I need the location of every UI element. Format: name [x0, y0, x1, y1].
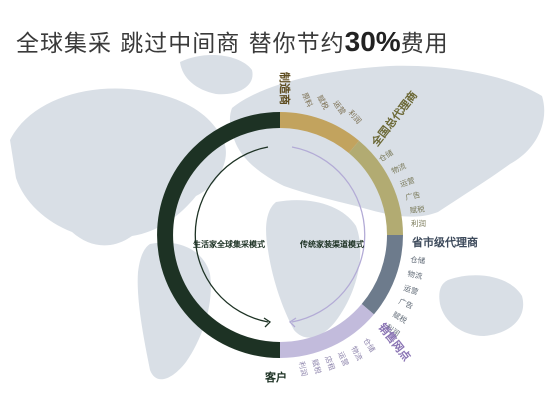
city-agent-label: 省市级代理商 — [411, 235, 478, 249]
cost-item: 利润 — [411, 218, 426, 228]
direct-ring-global-procurement — [157, 112, 281, 358]
cost-item: 物流 — [407, 268, 424, 281]
cost-item: 广告 — [397, 296, 415, 311]
customer-label: 客户 — [264, 370, 287, 384]
world-map-background — [10, 55, 545, 380]
cost-item: 运营 — [402, 282, 420, 296]
cost-ring-retail — [279, 303, 374, 358]
cost-item: 赋税 — [310, 358, 324, 376]
cost-item: 赋税 — [409, 203, 425, 215]
cost-item: 物流 — [349, 344, 365, 362]
left-flow-arrow — [194, 146, 269, 323]
cost-ring-national-agent — [348, 140, 403, 236]
headline: 全球集采 跳过中间商 替你节约30%费用 — [16, 24, 449, 58]
cost-ring-manufacturer — [279, 112, 360, 154]
savings-percent: 30% — [344, 26, 401, 57]
left-mode-label: 生活家全球集采模式 — [193, 239, 265, 249]
cost-item: 运营 — [336, 350, 351, 368]
cost-item: 仓储 — [361, 336, 378, 354]
cost-item: 仓储 — [410, 254, 426, 266]
left-arrowhead — [263, 317, 272, 328]
cost-item: 利润 — [297, 360, 310, 377]
headline-text: 全球集采 跳过中间商 替你节约 — [16, 31, 345, 57]
cost-item: 运营 — [399, 175, 417, 189]
cost-item: 广告 — [404, 189, 421, 202]
right-flow-arrow — [291, 146, 366, 323]
cost-ring-city-agent — [361, 234, 403, 315]
cost-item: 店租 — [323, 354, 338, 372]
manufacturer-label: 制造商 — [278, 72, 292, 105]
right-arrowhead — [288, 317, 297, 328]
headline-suffix: 费用 — [400, 31, 449, 57]
cost-item: 赋税 — [391, 309, 409, 325]
right-mode-label: 传统家装渠道模式 — [299, 239, 364, 249]
